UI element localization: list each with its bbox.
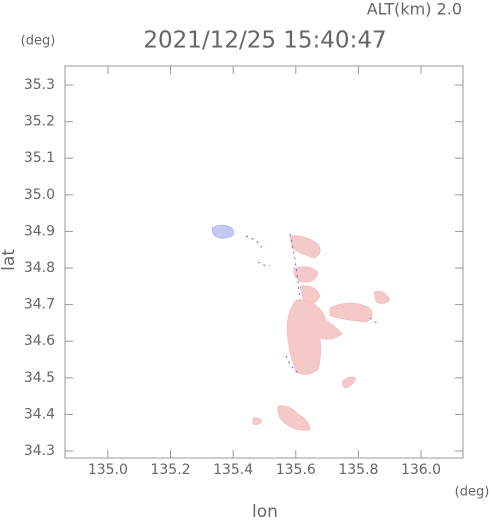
x-tick-label: 135.2 [150, 462, 190, 478]
y-tick-label: 35.3 [24, 77, 55, 93]
echo [277, 405, 311, 431]
echoes [211, 224, 391, 431]
x-unit: (deg) [455, 485, 490, 500]
chart-title: 2021/12/25 15:40:47 [143, 28, 386, 54]
echo [373, 290, 391, 304]
echo [252, 417, 263, 425]
y-axis-label: lat [0, 249, 19, 271]
y-tick-label: 34.4 [24, 406, 55, 422]
y-tick-label: 34.6 [24, 333, 55, 349]
y-tick-label: 35.2 [24, 114, 55, 130]
y-tick-label: 34.5 [24, 370, 55, 386]
echo [341, 376, 357, 389]
x-tick-label: 135.6 [276, 462, 316, 478]
y-tick-label: 34.9 [24, 223, 55, 239]
echo [211, 224, 235, 239]
echo [293, 266, 319, 283]
echo [289, 235, 321, 259]
x-tick-label: 135.4 [213, 462, 253, 478]
y-tick-label: 35.1 [24, 150, 55, 166]
y-tick-label: 34.3 [24, 443, 55, 459]
altitude-label: ALT(km) 2.0 [367, 0, 462, 19]
y-tick-label: 34.8 [24, 260, 55, 276]
y-tick-label: 34.7 [24, 297, 55, 313]
y-tick-label: 35.0 [24, 187, 55, 203]
echo [286, 299, 343, 375]
x-tick-label: 135.8 [338, 462, 378, 478]
plot-frame [64, 65, 464, 459]
echo [329, 302, 373, 323]
x-axis-label: lon [252, 502, 278, 521]
x-tick-label: 135.0 [88, 462, 128, 478]
y-unit: (deg) [21, 34, 56, 49]
x-tick-label: 136.0 [401, 462, 441, 478]
echo-edge [245, 233, 379, 375]
